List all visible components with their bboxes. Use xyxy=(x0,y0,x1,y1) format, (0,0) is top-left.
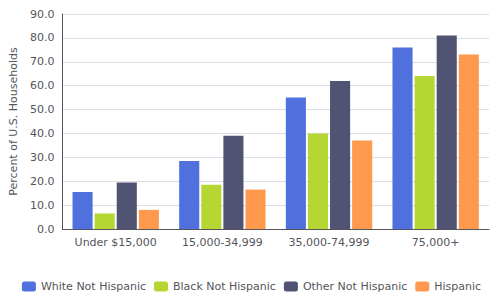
svg-text:Percent of U.S. Households: Percent of U.S. Households xyxy=(7,47,20,196)
svg-text:90.0: 90.0 xyxy=(30,8,55,21)
svg-text:Black Not Hispanic: Black Not Hispanic xyxy=(173,280,276,293)
svg-text:30.0: 30.0 xyxy=(30,151,55,164)
svg-text:Other Not Hispanic: Other Not Hispanic xyxy=(303,280,407,293)
svg-text:0.0: 0.0 xyxy=(37,223,55,236)
svg-text:15,000-34,999: 15,000-34,999 xyxy=(182,236,263,249)
svg-text:70.0: 70.0 xyxy=(30,55,55,68)
svg-text:60.0: 60.0 xyxy=(30,79,55,92)
svg-text:10.0: 10.0 xyxy=(30,199,55,212)
svg-text:80.0: 80.0 xyxy=(30,31,55,44)
svg-text:White Not Hispanic: White Not Hispanic xyxy=(41,280,146,293)
svg-text:40.0: 40.0 xyxy=(30,127,55,140)
svg-text:Hispanic: Hispanic xyxy=(434,280,481,293)
svg-text:75,000+: 75,000+ xyxy=(412,236,460,249)
svg-text:20.0: 20.0 xyxy=(30,175,55,188)
svg-text:Under $15,000: Under $15,000 xyxy=(75,236,157,249)
svg-text:35,000-74,999: 35,000-74,999 xyxy=(289,236,370,249)
svg-text:50.0: 50.0 xyxy=(30,103,55,116)
